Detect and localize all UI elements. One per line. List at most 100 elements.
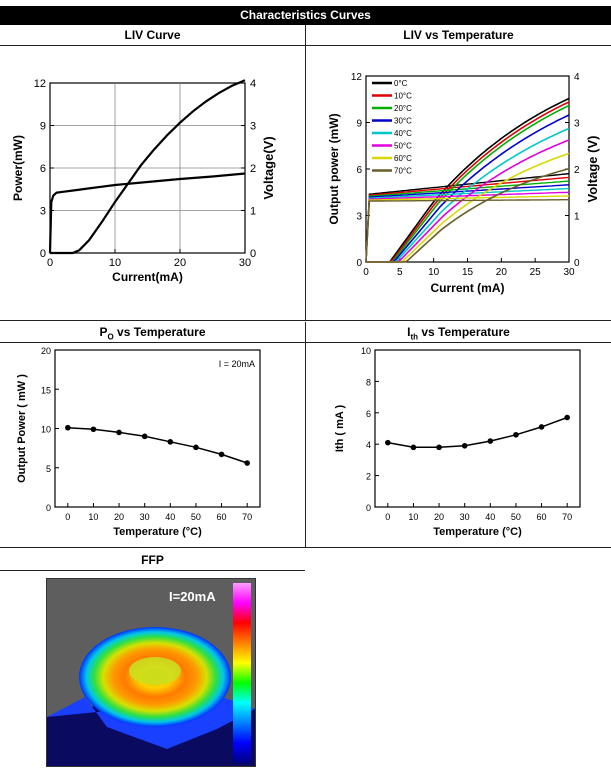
x-tick-label: 70 [242, 512, 252, 522]
y-tick-label: 12 [351, 72, 363, 83]
y-tick-label: 2 [366, 472, 371, 482]
liv-curve-chart: 0 10 20 3003691201234Voltage(V)Current(mA)P… [11, 78, 276, 284]
ffp-image: I=20mA [46, 578, 256, 767]
legend-label: 70°C [394, 167, 412, 176]
voltage-series-line [365, 173, 570, 263]
x-axis-label: Current(mA) [112, 270, 183, 284]
voltage-series-line [365, 195, 569, 263]
y-tick-label: 5 [46, 464, 51, 474]
data-point [461, 442, 468, 449]
legend-label: 20°C [394, 104, 412, 113]
x-tick-label: 60 [537, 512, 547, 522]
y2-tick-label: 3 [250, 121, 256, 133]
legend: 0°C 10°C 20°C 30°C 40°C 50°C 60°C 70°C [372, 79, 412, 176]
data-point [65, 424, 71, 431]
power-series-line [50, 79, 246, 255]
y-tick-label: 0 [46, 503, 51, 513]
data-point [513, 431, 519, 438]
x-tick-label: 25 [530, 267, 542, 278]
voltage-series-line [48, 172, 246, 254]
ith-vs-temperature-chart: 0 10 20 30 40 50 60 70 0 2 4 6 8 10 Temperature (°C) It… [334, 346, 581, 538]
x-tick-label: 30 [239, 257, 251, 269]
x-tick-label: 40 [485, 512, 495, 522]
divider [305, 322, 306, 548]
y-tick-label: 0 [40, 248, 46, 260]
x-tick-label: 0 [65, 512, 70, 522]
y-tick-label: 15 [41, 385, 51, 395]
y-tick-label: 8 [366, 377, 371, 387]
data-point [244, 460, 250, 466]
y-tick-label: 4 [366, 440, 371, 450]
data-point [218, 451, 225, 458]
y-axis-label: Output power (mW) [327, 113, 341, 224]
x-tick-label: 10 [428, 267, 440, 278]
x-axis-label: Temperature (°C) [113, 526, 202, 538]
voltage-series-line [365, 191, 570, 263]
x-tick-label: 10 [408, 512, 418, 522]
x-tick-label: 5 [397, 267, 403, 278]
legend-label: 50°C [394, 142, 412, 151]
divider [0, 320, 611, 321]
voltage-series-line [365, 187, 570, 263]
legend-label: 60°C [394, 154, 412, 163]
plot-frame [374, 349, 581, 508]
series-line [67, 426, 248, 464]
data-point [436, 444, 442, 451]
x-tick-label: 15 [462, 267, 474, 278]
y2-tick-label: 1 [574, 212, 580, 223]
y2-tick-label: 0 [574, 258, 580, 269]
x-tick-label: 0 [385, 512, 390, 522]
x-axis-label: Current (mA) [431, 281, 505, 295]
data-point [141, 433, 148, 440]
y2-tick-label: 3 [574, 119, 580, 130]
y-tick-label: 0 [366, 503, 371, 513]
x-tick-label: 10 [109, 257, 121, 269]
power-series-line [366, 104, 570, 263]
x-tick-label: 30 [563, 267, 575, 278]
ffp-surface [47, 627, 255, 766]
data-point [410, 444, 417, 451]
voltage-series-line [365, 176, 570, 263]
ffp-current-label: I=20mA [169, 589, 216, 604]
y-tick-label: 6 [366, 409, 371, 419]
x-tick-label: 40 [165, 512, 175, 522]
y-tick-label: 10 [361, 346, 371, 356]
y2-tick-label: 0 [250, 248, 256, 260]
data-point [487, 438, 494, 444]
section-ffp: FFP [0, 550, 305, 571]
series-line [387, 416, 568, 449]
po-vs-temperature-chart: 0 10 20 30 40 50 60 70 0 5 10 15 20 Temperature (°C) O… [16, 346, 261, 538]
power-series-line [366, 97, 570, 263]
data-point [538, 424, 545, 430]
y-tick-label: 6 [40, 163, 46, 175]
section-liv-curve: LIV Curve [0, 25, 305, 46]
section-liv-vs-temperature: LIV vs Temperature [306, 25, 611, 46]
legend-label: 0°C [394, 79, 408, 88]
x-tick-label: 70 [562, 512, 572, 522]
y2-tick-label: 4 [250, 78, 256, 90]
x-tick-label: 20 [114, 512, 124, 522]
x-tick-label: 30 [460, 512, 470, 522]
divider [305, 25, 306, 321]
y2-tick-label: 2 [574, 165, 580, 176]
y2-axis-label: Voltage(V) [261, 136, 276, 199]
y2-tick-label: 2 [250, 163, 256, 175]
x-tick-label: 0 [47, 257, 53, 269]
y-tick-label: 9 [356, 119, 362, 130]
legend-label: 40°C [394, 129, 412, 138]
y-axis-label: Ith ( mA ) [334, 405, 346, 453]
legend-label: 10°C [394, 92, 412, 101]
data-point [385, 439, 391, 446]
x-axis-label: Temperature (°C) [433, 526, 522, 538]
x-tick-label: 50 [191, 512, 201, 522]
y-tick-label: 6 [356, 165, 362, 176]
y-axis-label: Power(mW) [11, 135, 25, 201]
x-tick-label: 20 [496, 267, 508, 278]
y-tick-label: 12 [34, 78, 46, 90]
section-ith-vs-temperature: Ith vs Temperature [306, 322, 611, 343]
y-tick-label: 3 [40, 206, 46, 218]
power-series-line [366, 127, 570, 263]
y2-tick-label: 4 [574, 72, 580, 83]
x-tick-label: 20 [174, 257, 186, 269]
